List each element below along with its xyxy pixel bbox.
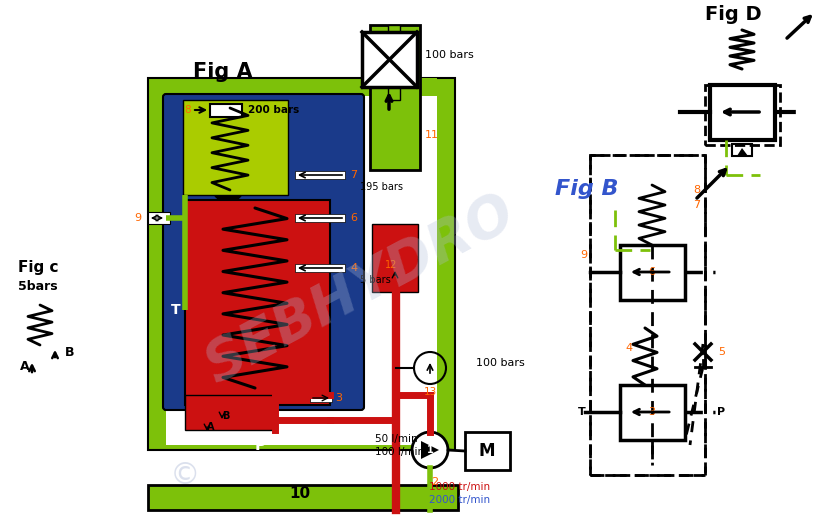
- Text: 6: 6: [649, 267, 655, 277]
- Text: 13: 13: [424, 387, 436, 397]
- FancyBboxPatch shape: [295, 264, 345, 272]
- FancyBboxPatch shape: [620, 385, 685, 440]
- Text: 7: 7: [693, 200, 700, 210]
- Text: 9: 9: [580, 250, 587, 260]
- Polygon shape: [166, 96, 437, 445]
- Text: A: A: [20, 359, 29, 373]
- Text: 8: 8: [693, 185, 700, 195]
- FancyBboxPatch shape: [185, 395, 275, 430]
- Text: Fig B: Fig B: [555, 179, 618, 199]
- Text: 5bars: 5bars: [18, 280, 58, 293]
- Polygon shape: [737, 148, 748, 156]
- FancyBboxPatch shape: [620, 245, 685, 300]
- Text: Fig c: Fig c: [18, 260, 59, 275]
- Text: Fig D: Fig D: [705, 5, 762, 24]
- FancyBboxPatch shape: [295, 171, 345, 179]
- FancyBboxPatch shape: [148, 485, 458, 510]
- Text: 4: 4: [625, 343, 632, 353]
- FancyBboxPatch shape: [163, 94, 364, 410]
- Text: 8: 8: [185, 105, 191, 115]
- Text: SEBHYDRO: SEBHYDRO: [196, 186, 524, 394]
- Text: 195 bars: 195 bars: [360, 182, 403, 192]
- FancyBboxPatch shape: [310, 394, 332, 402]
- Text: 100 l/min: 100 l/min: [375, 447, 425, 457]
- Text: T: T: [171, 303, 181, 317]
- Text: 5 bars: 5 bars: [360, 275, 391, 285]
- Polygon shape: [374, 78, 395, 170]
- FancyBboxPatch shape: [183, 100, 288, 195]
- Text: P: P: [255, 437, 266, 453]
- Text: 1000 tr/min: 1000 tr/min: [430, 482, 491, 492]
- FancyBboxPatch shape: [185, 200, 330, 405]
- Text: 100 bars: 100 bars: [476, 358, 524, 368]
- FancyBboxPatch shape: [710, 85, 775, 140]
- Text: P: P: [717, 407, 725, 417]
- Text: 9: 9: [134, 213, 142, 223]
- Text: 11: 11: [425, 130, 439, 140]
- FancyBboxPatch shape: [372, 224, 418, 292]
- FancyBboxPatch shape: [370, 25, 420, 170]
- Polygon shape: [395, 78, 437, 96]
- Polygon shape: [215, 196, 241, 208]
- Text: 10: 10: [289, 486, 310, 501]
- Text: T: T: [578, 407, 586, 417]
- Polygon shape: [421, 441, 439, 459]
- Text: 5: 5: [718, 347, 725, 357]
- FancyBboxPatch shape: [465, 432, 510, 470]
- Circle shape: [412, 432, 448, 468]
- Text: Fig A: Fig A: [193, 62, 253, 82]
- Text: 100 bars: 100 bars: [425, 50, 474, 60]
- Text: 2: 2: [431, 477, 439, 487]
- Text: 3: 3: [335, 393, 342, 403]
- Text: 6: 6: [350, 213, 357, 223]
- FancyBboxPatch shape: [210, 104, 242, 117]
- Text: 1: 1: [426, 445, 434, 455]
- Text: B: B: [65, 346, 75, 358]
- Text: 3: 3: [649, 407, 655, 417]
- Text: 7: 7: [350, 170, 357, 180]
- Text: B: B: [222, 411, 229, 421]
- FancyBboxPatch shape: [295, 214, 345, 222]
- FancyBboxPatch shape: [732, 144, 752, 156]
- Polygon shape: [148, 78, 455, 450]
- Text: ©: ©: [169, 461, 201, 490]
- Text: 2000 tr/min: 2000 tr/min: [430, 495, 491, 505]
- FancyBboxPatch shape: [388, 25, 400, 100]
- Text: 200 bars: 200 bars: [248, 105, 300, 115]
- FancyBboxPatch shape: [362, 32, 417, 87]
- FancyBboxPatch shape: [148, 212, 170, 224]
- Text: A: A: [207, 422, 215, 432]
- Text: M: M: [479, 442, 495, 460]
- Text: 4: 4: [350, 263, 357, 273]
- Text: 50 l/min: 50 l/min: [375, 434, 418, 444]
- Text: 12: 12: [385, 260, 398, 270]
